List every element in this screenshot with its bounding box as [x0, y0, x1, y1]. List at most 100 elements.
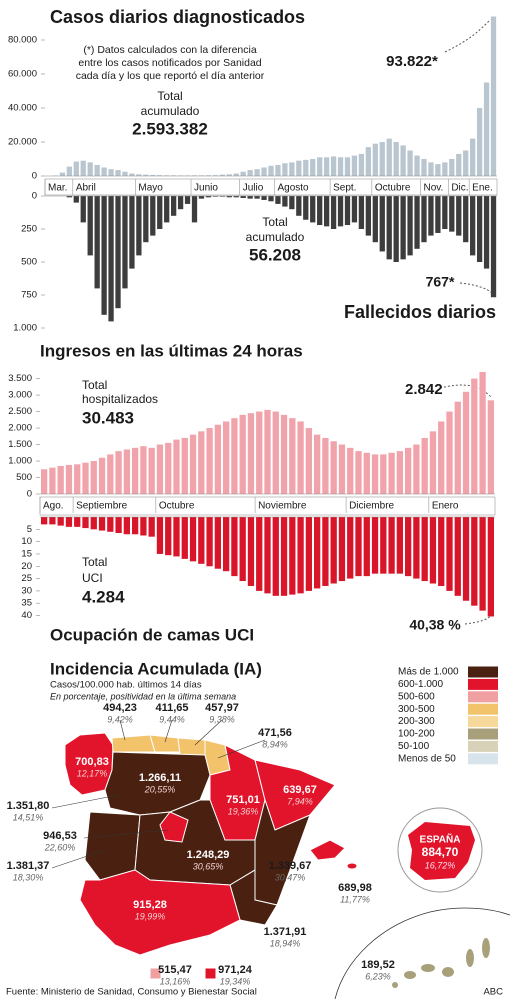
- region: [79, 869, 241, 956]
- legend-label: 600-1.000: [398, 679, 443, 690]
- brand: ABC: [483, 987, 503, 998]
- arrow: [444, 19, 491, 53]
- bar: [254, 196, 260, 199]
- bar: [240, 171, 246, 176]
- bar: [296, 196, 302, 216]
- bar: [59, 172, 66, 176]
- bar: [123, 517, 131, 535]
- region-positivity: 19,34%: [220, 976, 251, 986]
- bar: [313, 434, 321, 494]
- x-tick-label: Abril: [76, 183, 96, 194]
- region-value: 1.248,29: [187, 849, 230, 861]
- bar: [214, 517, 222, 569]
- bar: [371, 454, 379, 494]
- bar: [442, 162, 448, 176]
- bar: [462, 391, 470, 494]
- bar: [264, 517, 271, 594]
- bar: [49, 517, 56, 525]
- bar: [222, 517, 230, 572]
- bar: [275, 196, 281, 204]
- annotation: Total: [262, 215, 287, 229]
- bar: [449, 196, 455, 232]
- bar: [173, 439, 180, 494]
- legend-label: Más de 1.000: [398, 667, 459, 678]
- bar: [66, 166, 72, 176]
- annotation: 2.593.382: [132, 119, 208, 138]
- region-value: 915,28: [133, 899, 167, 911]
- bar: [435, 196, 441, 233]
- region-positivity: 9,42%: [107, 714, 133, 724]
- bar: [310, 159, 316, 176]
- bar: [470, 196, 476, 256]
- annotation: 40,38 %: [409, 617, 461, 633]
- legend-swatch: [468, 728, 498, 740]
- bar: [297, 517, 304, 594]
- leaders: [51, 719, 266, 869]
- spain-shape: [408, 822, 475, 880]
- bar: [256, 517, 263, 591]
- bar: [123, 449, 131, 494]
- bar: [322, 517, 329, 586]
- y-tick-label: 15: [21, 548, 32, 559]
- x-tick-label: Septiembre: [76, 501, 128, 512]
- spain-positivity: 16,72%: [425, 860, 456, 870]
- bar: [148, 447, 155, 494]
- annotation: 2.842: [405, 381, 443, 398]
- bar: [471, 378, 478, 494]
- bar: [303, 196, 309, 220]
- spain-label: ESPAÑA: [420, 833, 461, 846]
- annotation: 4.284: [82, 587, 125, 606]
- bar: [490, 196, 497, 298]
- bar: [129, 196, 135, 269]
- annotation: 30.483: [82, 408, 134, 427]
- bar: [264, 409, 271, 494]
- bar: [317, 196, 323, 226]
- bar: [289, 517, 296, 595]
- annotation: (*) Datos calculados con la diferencia: [83, 44, 256, 56]
- y-tick-label: 40: [21, 610, 32, 621]
- region-value: 189,52: [361, 959, 395, 971]
- region-value: 751,01: [226, 794, 260, 806]
- bar: [371, 517, 379, 574]
- legend-label: 500-600: [398, 691, 435, 702]
- bar: [143, 196, 149, 243]
- region-positivity: 14,51%: [13, 812, 44, 822]
- bar: [74, 517, 81, 527]
- y-tick-label: 35: [21, 598, 32, 609]
- bar: [74, 464, 81, 494]
- bar: [115, 451, 122, 494]
- bar: [131, 447, 139, 494]
- bar: [449, 159, 455, 176]
- bar: [471, 517, 478, 606]
- bar: [73, 161, 79, 176]
- bar: [358, 153, 365, 176]
- region-positivity: 8,94%: [262, 739, 288, 749]
- leader: [51, 794, 119, 809]
- bar: [347, 447, 354, 494]
- bar: [372, 196, 378, 243]
- region-value: 457,97: [205, 702, 239, 714]
- bar: [330, 517, 337, 584]
- bar: [198, 517, 205, 564]
- bar: [386, 196, 392, 260]
- bar: [421, 517, 428, 582]
- y-tick-label: 1.500: [8, 439, 32, 450]
- bar: [268, 165, 274, 176]
- bar: [90, 517, 97, 530]
- bar: [231, 517, 238, 577]
- bar: [189, 434, 197, 494]
- y-tick-label: 750: [21, 290, 37, 301]
- region-positivity: 12,17%: [77, 768, 108, 778]
- y-tick-label: 20.000: [8, 137, 37, 148]
- bar: [400, 145, 406, 176]
- island: [392, 982, 398, 988]
- bar: [87, 196, 93, 256]
- region-positivity: 22,60%: [44, 842, 76, 852]
- bar: [344, 196, 351, 226]
- bar: [40, 469, 48, 494]
- bar: [365, 147, 371, 176]
- bar: [282, 196, 288, 207]
- bar: [90, 461, 97, 494]
- bar: [330, 196, 337, 229]
- legend-swatch: [468, 740, 498, 752]
